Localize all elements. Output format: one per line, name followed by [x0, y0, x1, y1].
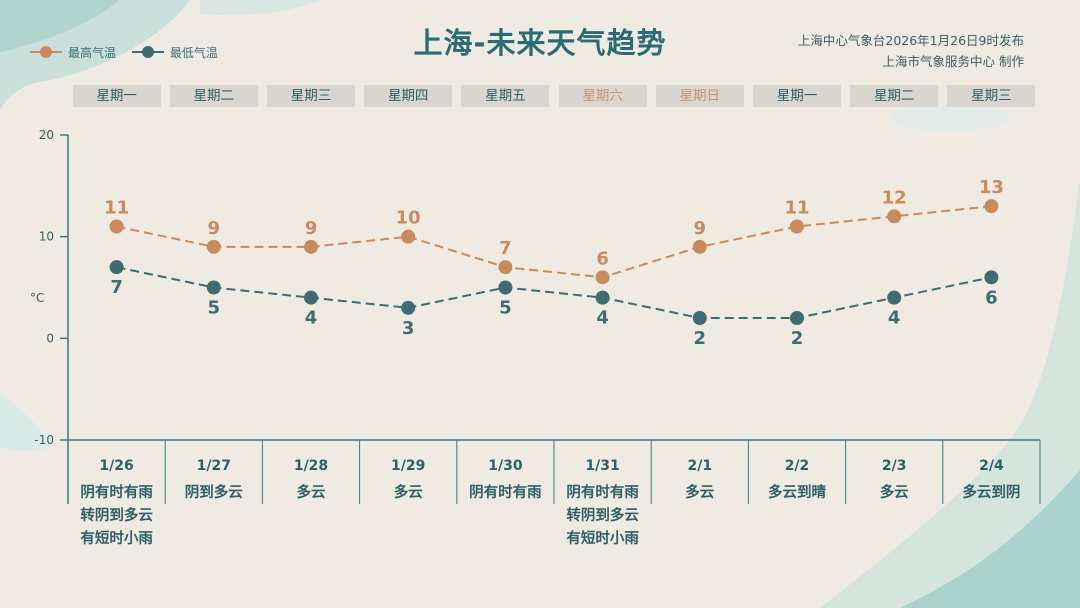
y-tick-label: 0	[46, 331, 54, 345]
weather-description: 多云到晴	[768, 483, 826, 501]
weekday-row: 星期一 星期二 星期三 星期四 星期五 星期六 星期日 星期一 星期二 星期三	[68, 85, 1040, 107]
weekday-label: 星期一	[72, 85, 161, 107]
value-label-low: 2	[791, 328, 804, 349]
weather-description: 有短时小雨	[80, 529, 153, 547]
date-label: 2/3	[882, 458, 907, 474]
date-label: 1/27	[197, 458, 231, 474]
legend-high-label: 最高气温	[68, 45, 117, 60]
date-label: 2/2	[785, 458, 810, 474]
value-label-high: 9	[305, 218, 318, 239]
y-axis-unit: °C	[30, 291, 44, 305]
weather-description: 多云	[880, 483, 909, 501]
value-label-low: 4	[888, 308, 901, 329]
data-point-low	[692, 311, 707, 325]
y-tick-label: 20	[39, 128, 54, 142]
data-point-low	[304, 290, 318, 305]
weather-description: 转阴到多云	[566, 506, 639, 524]
weather-description: 多云到阴	[962, 483, 1020, 501]
value-label-high: 11	[104, 198, 129, 219]
data-point-low	[790, 311, 804, 325]
date-label: 1/30	[488, 458, 523, 474]
weekday-label: 星期二	[850, 85, 939, 107]
series-line-high	[116, 205, 992, 279]
data-point-high	[692, 239, 707, 254]
data-point-high	[498, 260, 513, 275]
weather-description: 阴有时有雨	[80, 483, 153, 501]
date-label: 2/4	[979, 458, 1004, 474]
value-label-high: 9	[694, 218, 707, 239]
value-label-low: 3	[402, 318, 415, 339]
data-point-high	[790, 219, 804, 234]
weather-description: 转阴到多云	[80, 506, 153, 524]
y-tick-label: -10	[34, 433, 54, 447]
weather-description: 阴有时有雨	[469, 483, 542, 501]
date-label: 1/31	[585, 458, 619, 474]
weekday-label: 星期四	[364, 85, 453, 107]
legend-item-high: 最高气温	[30, 44, 116, 61]
date-label: 2/1	[687, 458, 712, 474]
weather-description: 阴到多云	[185, 483, 243, 501]
data-point-high	[401, 229, 416, 244]
data-point-high	[984, 199, 999, 214]
weekday-label: 星期五	[461, 85, 550, 107]
page-title: 上海-未来天气趋势	[413, 26, 667, 60]
value-label-high: 10	[396, 208, 421, 229]
weather-description: 多云	[394, 483, 423, 501]
data-point-high	[304, 239, 318, 254]
issuer-line-2: 上海市气象服务中心 制作	[882, 54, 1024, 69]
data-point-low	[984, 270, 999, 285]
data-point-high	[887, 209, 902, 224]
date-label: 1/29	[391, 458, 425, 474]
data-point-high	[595, 270, 610, 285]
value-label-high: 13	[979, 177, 1004, 198]
y-tick-label: 10	[39, 230, 54, 244]
weekday-label: 星期三	[267, 85, 355, 107]
weekday-label: 星期三	[947, 85, 1036, 107]
data-point-low	[595, 290, 610, 305]
data-point-low	[109, 260, 124, 275]
value-label-low: 4	[596, 308, 609, 329]
issuer-info: 上海中心气象台2026年1月26日9时发布 上海市气象服务中心 制作	[798, 30, 1024, 72]
weather-description: 有短时小雨	[566, 529, 639, 547]
value-label-high: 7	[499, 238, 512, 259]
value-label-high: 12	[882, 187, 907, 208]
issuer-line-1: 上海中心气象台2026年1月26日9时发布	[797, 33, 1024, 48]
weather-description: 多云	[685, 483, 714, 501]
weather-description: 多云	[297, 483, 326, 501]
weather-description: 阴有时有雨	[566, 483, 639, 501]
weekday-label: 星期六	[558, 85, 647, 107]
value-label-low: 4	[305, 308, 318, 329]
value-label-low: 7	[110, 277, 123, 298]
data-point-low	[887, 290, 902, 305]
value-label-low: 5	[208, 298, 221, 319]
weekday-label: 星期二	[169, 85, 258, 107]
data-point-low	[206, 280, 221, 295]
legend: 最高气温 最低气温	[30, 42, 230, 61]
date-label: 1/26	[99, 458, 133, 474]
value-label-high: 11	[784, 198, 809, 219]
data-point-low	[498, 280, 513, 295]
value-label-low: 5	[499, 298, 512, 319]
legend-low-label: 最低气温	[169, 45, 218, 60]
value-label-high: 9	[208, 218, 221, 239]
series-line-low	[116, 266, 992, 319]
weekday-label: 星期日	[655, 85, 744, 107]
legend-high-swatch	[30, 46, 62, 58]
value-label-high: 6	[596, 248, 609, 269]
value-label-low: 2	[694, 328, 707, 349]
legend-low-swatch	[131, 46, 164, 58]
data-point-high	[109, 219, 124, 234]
data-point-high	[206, 239, 221, 254]
date-label: 1/28	[294, 458, 328, 474]
weekday-label: 星期一	[753, 85, 841, 107]
legend-item-low: 最低气温	[131, 44, 218, 61]
value-label-low: 6	[985, 287, 998, 308]
data-point-low	[401, 300, 416, 315]
